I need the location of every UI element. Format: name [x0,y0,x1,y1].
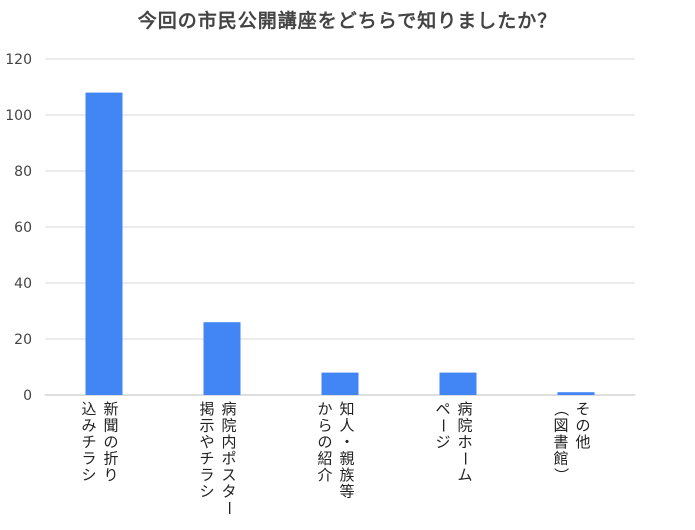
x-category-label: 図 [553,417,568,435]
x-category-label: み [81,417,96,435]
x-category-label: 病 [221,400,236,418]
x-category-label: 内 [221,433,236,451]
x-category-label: や [199,433,214,451]
x-category-label: ス [221,466,236,484]
bar [321,372,359,395]
x-category-label: の [103,433,118,451]
x-category-label: ー [220,500,238,515]
x-category-label: ポ [221,450,236,468]
x-category-label: ・ [339,433,354,451]
x-category-label: 族 [339,466,354,484]
chart-title: 今回の市民公開講座をどちらで知りましたか？ [137,10,558,32]
x-category-label: か [317,400,332,418]
x-category-label: ） [552,467,570,482]
x-category-label: 込 [81,400,96,418]
x-category-label: 人 [339,417,354,435]
x-category-label: の [317,433,332,451]
bar [439,372,477,395]
x-category-label: 介 [317,466,332,484]
y-tick-label: 120 [5,52,32,68]
bar [557,392,595,395]
bar [85,92,123,395]
x-category-label: 紹 [317,450,332,468]
x-category-label: 示 [199,417,214,435]
y-tick-label: 60 [14,220,32,236]
x-category-label: 他 [575,433,590,451]
x-category-label: 掲 [199,400,214,418]
x-category-label: ホ [457,433,472,451]
x-category-label: り [103,466,118,484]
y-tick-label: 0 [23,388,32,404]
x-category-label: シ [199,483,214,501]
y-tick-label: 40 [14,276,32,292]
x-category-label: （ [552,401,570,416]
x-category-label: 館 [553,450,568,468]
x-category-label: チ [81,433,96,451]
y-tick-label: 80 [14,164,32,180]
x-category-label: 等 [339,483,354,501]
x-category-label: 病 [457,400,472,418]
x-category-label: 新 [103,400,118,418]
x-category-label: タ [221,483,236,501]
y-tick-label: 20 [14,332,32,348]
y-tick-label: 100 [5,108,32,124]
x-category-label: ー [434,418,452,433]
x-category-label: 聞 [103,417,118,435]
x-category-label: 書 [553,433,568,451]
x-category-label: の [575,417,590,435]
x-category-label: 院 [221,417,236,435]
x-category-label: 親 [339,450,354,468]
x-category-label: ラ [81,450,96,468]
x-category-label: シ [81,466,96,484]
x-category-label: ー [456,451,474,466]
x-category-label: 折 [103,450,118,468]
x-category-label: ら [317,417,332,435]
bar [203,322,241,395]
x-category-label: そ [575,400,590,418]
x-category-label: ラ [199,466,214,484]
x-category-label: 院 [457,417,472,435]
x-category-label: ム [457,466,472,484]
x-category-label: 知 [339,400,354,418]
x-category-label: ジ [435,433,450,451]
x-category-label: チ [199,450,214,468]
x-category-label: ペ [435,400,450,418]
